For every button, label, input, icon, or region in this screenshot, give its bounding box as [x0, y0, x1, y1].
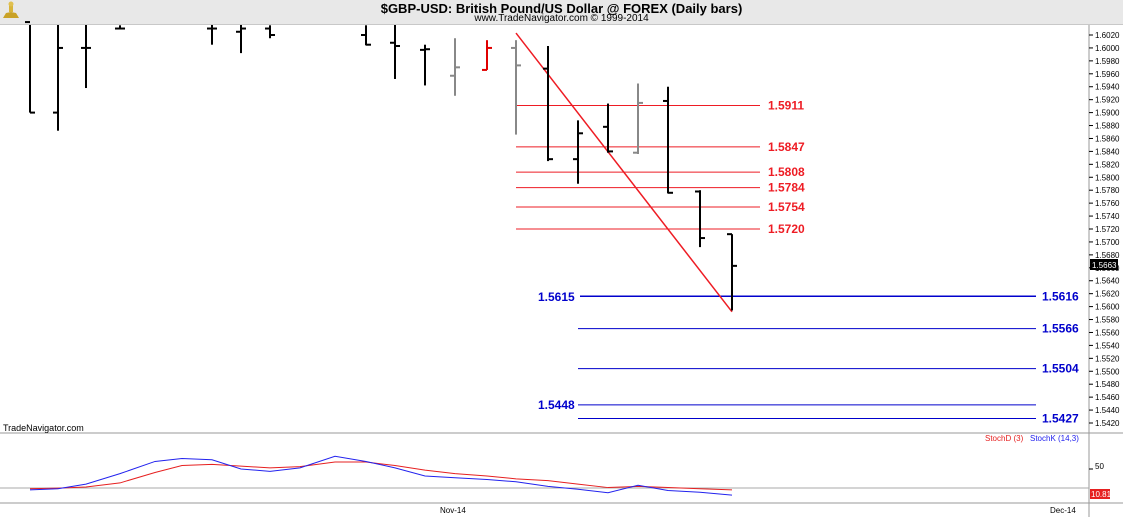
y-tick-label: 1.5480 [1095, 380, 1120, 389]
y-tick-label: 1.5560 [1095, 328, 1120, 337]
watermark: TradeNavigator.com [3, 423, 84, 433]
stochk-line [29, 455, 733, 496]
resistance-label: 1.5784 [768, 181, 805, 195]
resistance-label: 1.5847 [768, 140, 805, 154]
support-label: 1.5566 [1042, 322, 1079, 336]
trendline-segment [515, 32, 733, 313]
y-tick-label: 1.5640 [1095, 277, 1120, 286]
resistance-label: 1.5911 [768, 98, 804, 112]
resistance-label: 1.5754 [768, 200, 805, 214]
y-tick-label: 1.5520 [1095, 354, 1120, 363]
y-tick-label: 1.5620 [1095, 290, 1120, 299]
x-label-dec: Dec-14 [1050, 506, 1076, 515]
support-left-label: 1.5615 [538, 290, 575, 304]
y-tick-label: 1.5800 [1095, 173, 1120, 182]
y-tick-label: 1.5680 [1095, 251, 1120, 260]
chart-title: $GBP-USD: British Pound/US Dollar @ FORE… [380, 1, 743, 16]
stoch-last-badge [1090, 489, 1110, 499]
support-label: 1.5504 [1042, 362, 1079, 376]
y-tick-label: 1.5940 [1095, 83, 1120, 92]
y-tick-label: 1.5580 [1095, 316, 1120, 325]
y-tick-label: 1.5920 [1095, 96, 1120, 105]
stoch-last-label: 10.81 [1091, 490, 1112, 499]
y-tick-label: 1.5860 [1095, 134, 1120, 143]
y-tick-label: 1.5540 [1095, 341, 1120, 350]
support-label: 1.5616 [1042, 289, 1079, 303]
support-left-label: 1.5448 [538, 398, 575, 412]
y-tick-label: 1.6020 [1095, 31, 1120, 40]
price-y-axis: 1.6020 1.6000 1.5980 1.5960 1.5940 1.5920 1.59… [1089, 31, 1120, 428]
chart-subtitle: www.TradeNavigator.com © 1999-2014 [474, 13, 649, 24]
stochastic-panel [29, 455, 1093, 496]
stochd-line [29, 461, 733, 491]
trendline [515, 32, 733, 313]
resistance-label: 1.5720 [768, 222, 805, 236]
y-tick-label: 1.6000 [1095, 44, 1120, 53]
y-tick-label: 1.5840 [1095, 147, 1120, 156]
y-tick-label: 1.5820 [1095, 160, 1120, 169]
y-tick-label: 1.5600 [1095, 303, 1120, 312]
stoch-tick-50: 50 [1095, 462, 1104, 471]
legend-stochk: StochK (14,3) [1030, 434, 1079, 443]
ohlc-bars [25, 21, 737, 311]
y-tick-label: 1.5960 [1095, 70, 1120, 79]
y-tick-label: 1.5780 [1095, 186, 1120, 195]
tradenavigator-logo-icon [3, 1, 19, 18]
y-tick-label: 1.5720 [1095, 225, 1120, 234]
y-tick-label: 1.5740 [1095, 212, 1120, 221]
y-tick-label: 1.5880 [1095, 122, 1120, 131]
resistance-label: 1.5808 [768, 165, 805, 179]
legend-stochd: StochD (3) [985, 434, 1024, 443]
last-price-label: 1.5663 [1092, 261, 1117, 270]
last-price-badge [1090, 259, 1118, 270]
y-tick-label: 1.5500 [1095, 367, 1120, 376]
y-tick-label: 1.5980 [1095, 57, 1120, 66]
y-tick-label: 1.5760 [1095, 199, 1120, 208]
y-tick-label: 1.5900 [1095, 109, 1120, 118]
y-tick-label: 1.5420 [1095, 419, 1120, 428]
y-tick-label: 1.5700 [1095, 238, 1120, 247]
y-tick-label: 1.5460 [1095, 393, 1120, 402]
chart-header: $GBP-USD: British Pound/US Dollar @ FORE… [0, 0, 1123, 25]
x-label-nov: Nov-14 [440, 506, 466, 515]
y-tick-label: 1.5440 [1095, 406, 1120, 415]
support-label: 1.5427 [1042, 411, 1079, 425]
